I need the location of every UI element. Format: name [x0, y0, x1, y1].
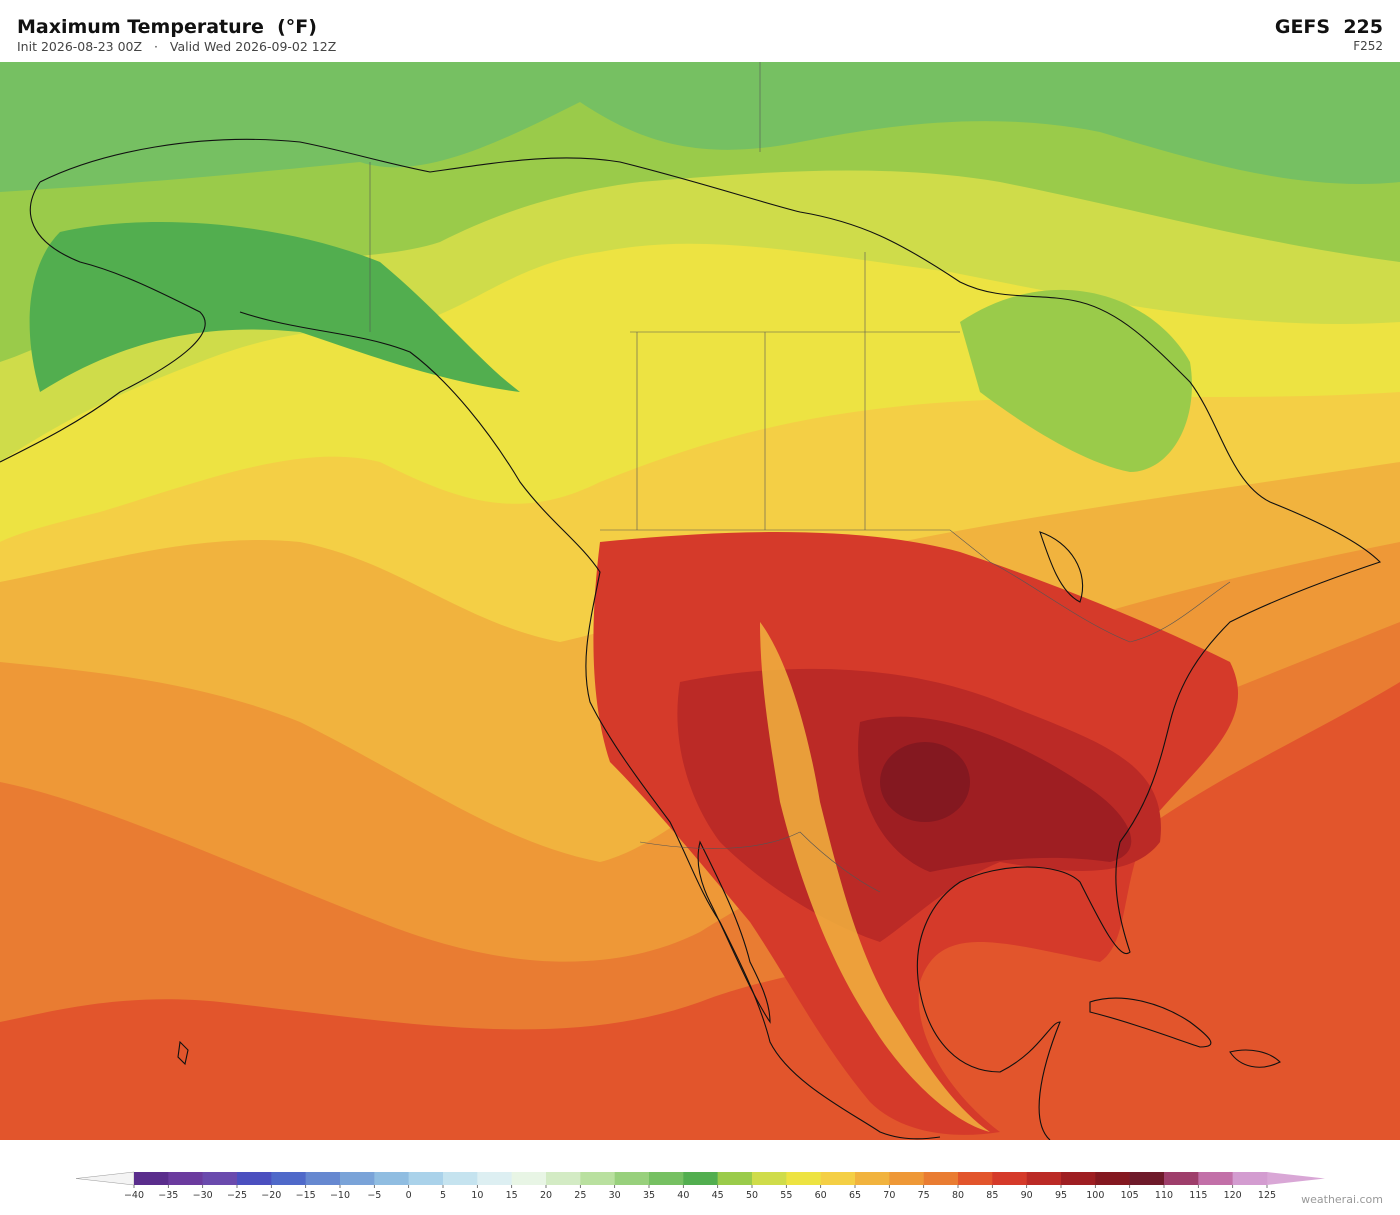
valid-time: Valid Wed 2026-09-02 12Z [169, 39, 337, 54]
tick-label: 35 [643, 1190, 655, 1201]
tick-label: 20 [540, 1190, 552, 1201]
colorbar-bin [408, 1172, 444, 1185]
colorbar-bin [202, 1172, 238, 1185]
colorbar-bin [1061, 1172, 1096, 1185]
tick-label: 60 [815, 1190, 827, 1201]
colorbar-bin [1232, 1172, 1268, 1185]
colorbar-bin [168, 1172, 203, 1185]
tick-label: 80 [952, 1190, 964, 1201]
colorbar-bin [1129, 1172, 1165, 1185]
map-title: Maximum Temperature (°F) [17, 16, 317, 38]
tick-label: −5 [367, 1190, 381, 1201]
tick-label: 55 [780, 1190, 792, 1201]
tick-label: 95 [1055, 1190, 1067, 1201]
tick-label: −35 [158, 1190, 178, 1201]
colorbar-bin [134, 1172, 169, 1185]
watermark: weatherai.com [1301, 1193, 1383, 1206]
colorbar-bin [305, 1172, 341, 1185]
field [0, 62, 1400, 192]
tick-label: 65 [849, 1190, 861, 1201]
tick-label: 105 [1121, 1190, 1139, 1201]
colorbar-bin [546, 1172, 581, 1185]
colorbar-bin [1164, 1172, 1199, 1185]
separator: · [153, 39, 158, 54]
colorbar-bin [237, 1172, 272, 1185]
colorbar-bin [958, 1172, 993, 1185]
tick-label: 70 [883, 1190, 895, 1201]
colorbar-bin [443, 1172, 478, 1185]
borders [369, 62, 1231, 893]
tick-label: 5 [440, 1190, 446, 1201]
colorbar-bin [340, 1172, 375, 1185]
colorbar-bin [614, 1172, 650, 1185]
field [760, 622, 990, 1132]
tick-label: 40 [677, 1190, 689, 1201]
model-name: GEFS 225 [1274, 16, 1383, 38]
colorbar-bin [511, 1172, 547, 1185]
colorbar-bin [717, 1172, 753, 1185]
subtitle: Init 2026-08-23 00Z · Valid Wed 2026-09-… [17, 39, 336, 54]
tick-label: −25 [227, 1190, 247, 1201]
tick-label: −10 [330, 1190, 350, 1201]
tick-label: 30 [609, 1190, 621, 1201]
colorbar-bin [374, 1172, 409, 1185]
colorbar-over [1267, 1172, 1325, 1185]
tick-label: −15 [296, 1190, 316, 1201]
colorbar-bin [271, 1172, 306, 1185]
forecast-hour: F252 [1353, 39, 1383, 53]
tick-label: 10 [471, 1190, 483, 1201]
colorbar-bin [820, 1172, 856, 1185]
colorbar-bin [889, 1172, 924, 1185]
tick-label: −40 [124, 1190, 144, 1201]
colorbar-bin [923, 1172, 959, 1185]
tick-label: 110 [1155, 1190, 1173, 1201]
tick-label: 15 [506, 1190, 518, 1201]
tick-label: 100 [1086, 1190, 1104, 1201]
tick-label: −20 [261, 1190, 281, 1201]
tick-label: 120 [1224, 1190, 1242, 1201]
colorbar-bin [786, 1172, 821, 1185]
coastlines [0, 138, 1382, 1140]
colorbar-bin [992, 1172, 1027, 1185]
tick-label: 85 [986, 1190, 998, 1201]
colorbar: −40 −35 −30 −25 −20 −15 −10 −5 0 5 10 15 20 25 30 35 40 4… [75, 1171, 1325, 1201]
tick-label: −30 [193, 1190, 213, 1201]
colorbar-bin [1026, 1172, 1062, 1185]
tick-label: 50 [746, 1190, 758, 1201]
tick-label: 25 [574, 1190, 586, 1201]
colorbar-bin [855, 1172, 890, 1185]
field [880, 742, 970, 822]
colorbar-bin [649, 1172, 684, 1185]
colorbar-under [75, 1171, 135, 1186]
colorbar-bin [1198, 1172, 1233, 1185]
field [960, 289, 1192, 472]
field [29, 222, 520, 392]
colorbar-bin [752, 1172, 787, 1185]
tick-label: 125 [1258, 1190, 1276, 1201]
colorbar-bin [580, 1172, 615, 1185]
tick-label: 0 [406, 1190, 412, 1201]
colorbar-bin [683, 1172, 718, 1185]
tick-label: 75 [918, 1190, 930, 1201]
colorbar-bin [1095, 1172, 1130, 1185]
tick-label: 45 [712, 1190, 724, 1201]
temperature-map [0, 62, 1400, 1140]
init-time: Init 2026-08-23 00Z [17, 39, 143, 54]
tick-label: 90 [1021, 1190, 1033, 1201]
colorbar-bin [477, 1172, 512, 1185]
tick-label: 115 [1189, 1190, 1207, 1201]
